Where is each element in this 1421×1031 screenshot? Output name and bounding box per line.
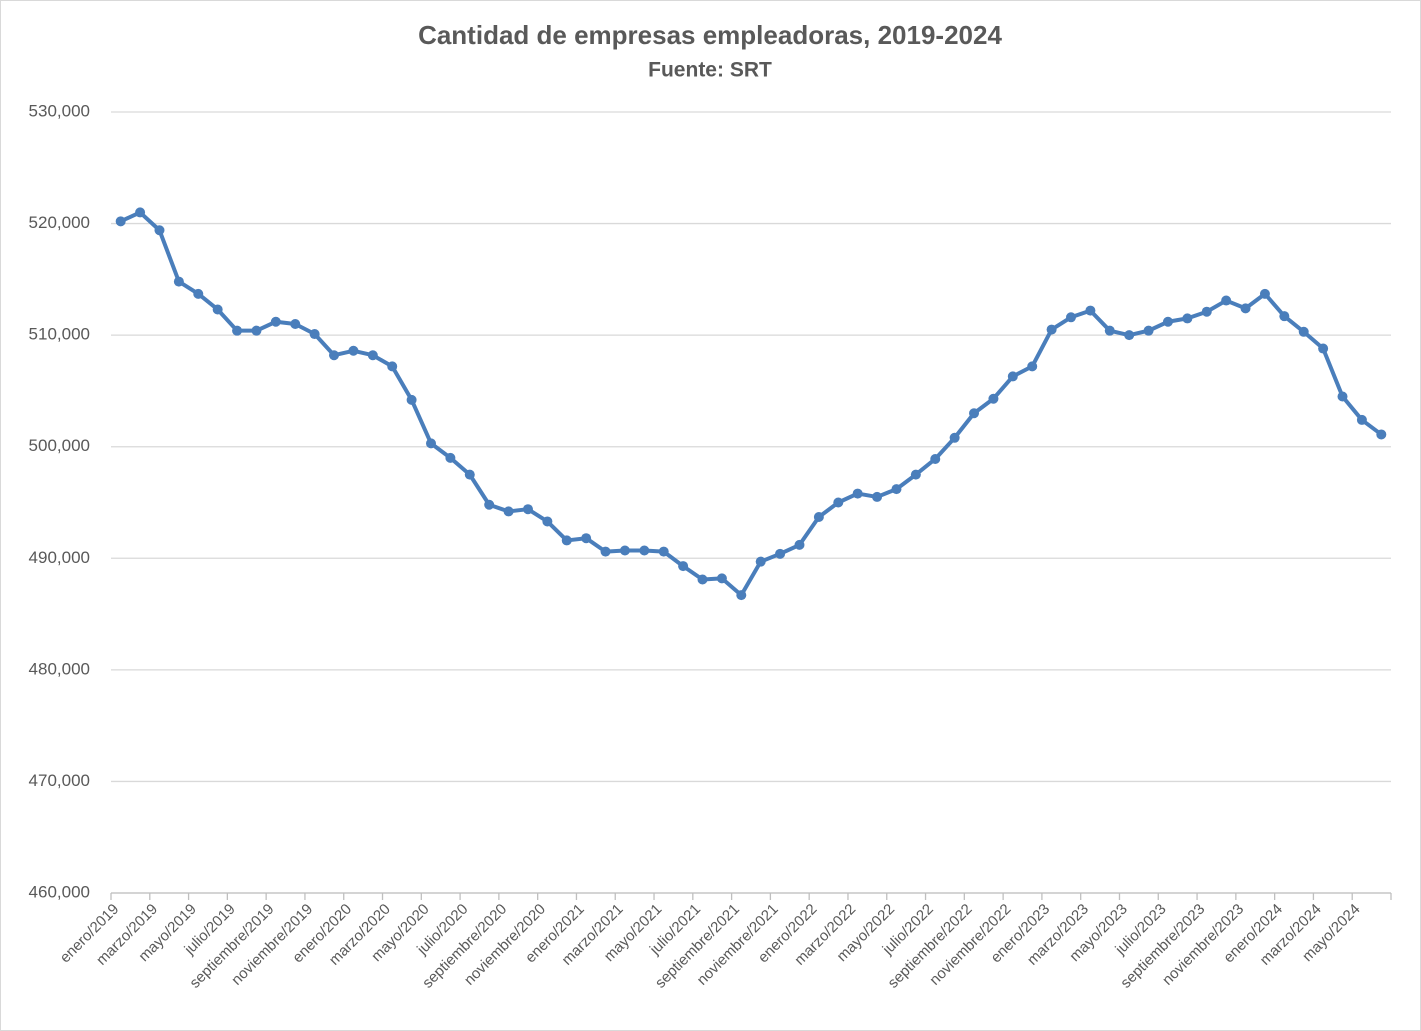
series-marker [173,276,184,287]
y-tick-label: 530,000 [29,101,90,120]
series-marker [1162,316,1173,327]
series-marker [542,516,553,527]
series-marker [910,469,921,480]
y-tick-label: 520,000 [29,213,90,232]
series-marker [988,393,999,404]
series-marker [619,545,630,556]
series-marker [775,548,786,559]
series-marker [270,316,281,327]
series-marker [755,556,766,567]
y-tick-label: 510,000 [29,325,90,344]
series-marker [813,512,824,523]
series-marker [852,488,863,499]
series-marker [522,504,533,515]
series-marker [1201,306,1212,317]
series-marker [290,318,301,329]
series-marker [503,506,514,517]
series-marker [891,484,902,495]
series-marker [736,590,747,601]
series-marker [1124,330,1135,341]
series-marker [232,325,243,336]
series-marker [309,329,320,340]
series-marker [1066,312,1076,323]
series-marker [600,546,611,557]
series-marker [329,350,340,361]
series-marker [426,438,436,449]
y-tick-label: 490,000 [29,548,90,567]
series-marker [348,345,359,356]
series-marker [930,453,941,464]
series-marker [1376,429,1387,440]
series-marker [1298,326,1309,337]
series-marker [135,207,146,218]
series-marker [1221,295,1232,306]
series-marker [794,539,805,550]
series-marker [445,452,456,463]
series-marker [658,546,669,557]
series-marker [833,497,844,508]
series-marker [1318,343,1329,354]
series-marker [1240,303,1251,314]
series-marker [1046,324,1057,335]
series-marker [716,573,727,584]
series-marker [387,361,398,372]
series-marker [212,304,223,315]
series-marker [1007,371,1018,382]
series-marker [1027,361,1038,372]
series-marker [406,394,417,405]
series-marker [1104,325,1115,336]
series-marker [1259,288,1270,299]
series-marker [154,225,165,236]
series-marker [1182,313,1193,324]
chart-subtitle: Fuente: SRT [648,59,772,82]
series-marker [969,408,980,419]
y-tick-label: 460,000 [29,882,90,901]
y-tick-label: 480,000 [29,659,90,678]
series-marker [1279,311,1290,322]
series-marker [1356,414,1367,425]
chart-title: Cantidad de empresas empleadoras, 2019-2… [418,20,1002,50]
series-marker [561,535,572,546]
series-marker [367,350,378,361]
series-marker [464,469,475,480]
series-marker [193,288,204,299]
series-marker [697,574,708,585]
series-marker [1143,325,1154,336]
y-tick-label: 470,000 [29,771,90,790]
series-marker [639,545,650,556]
series-marker [251,325,262,336]
series-marker [1337,391,1348,402]
series-marker [872,491,883,502]
series-marker [484,499,495,510]
series-marker [678,561,689,572]
series-marker [949,432,960,443]
series-marker [115,216,126,227]
y-tick-label: 500,000 [29,436,90,455]
series-marker [581,533,592,544]
series-marker [1085,305,1096,316]
